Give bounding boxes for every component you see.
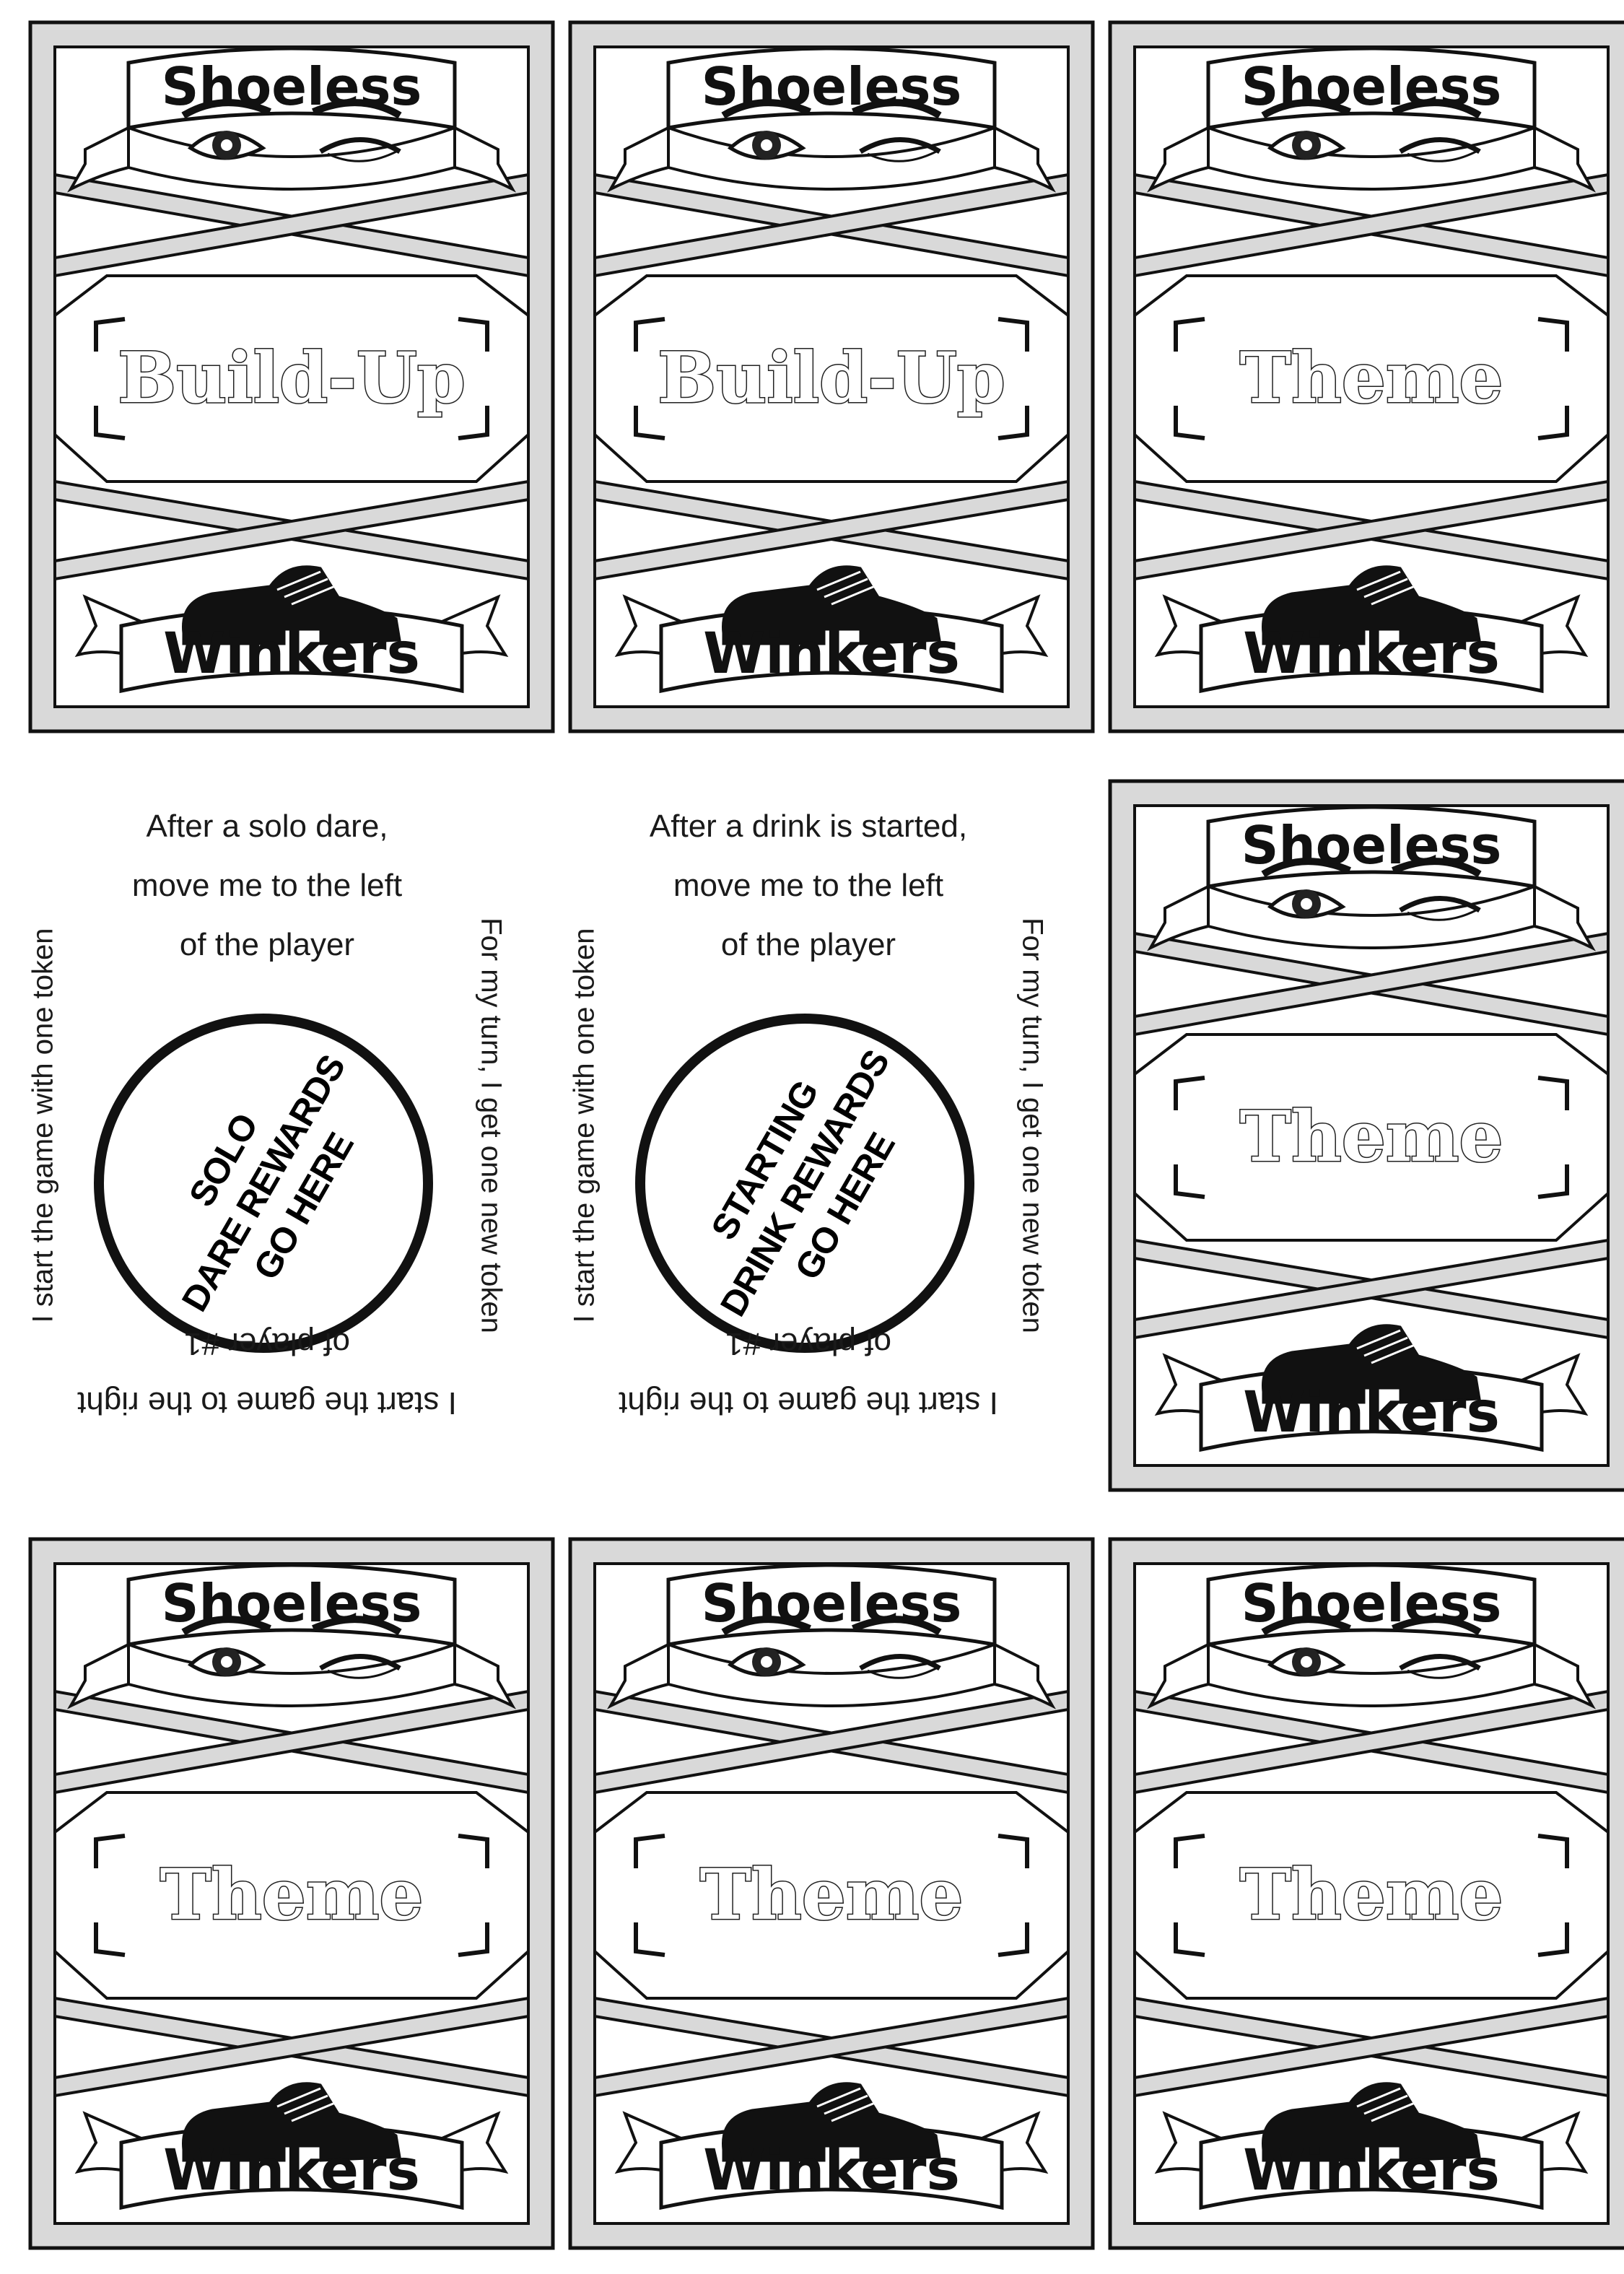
- card-top-title: Shoeless: [162, 1573, 422, 1634]
- winking-eyes-icon: [1261, 99, 1482, 162]
- game-card: Shoeless Theme Winkers: [1107, 1536, 1624, 2251]
- game-card: Shoeless Build-Up Winkers: [27, 19, 556, 734]
- token-top-line: After a drink is started,: [649, 809, 968, 844]
- winking-eyes-icon: [181, 99, 402, 162]
- card-category-label: Build-Up: [118, 337, 466, 419]
- token-top-line: move me to the left: [131, 868, 403, 903]
- game-card: Shoeless Theme Winkers: [27, 1536, 556, 2251]
- shoe-icon: [1262, 2082, 1481, 2162]
- card-artwork: Shoeless Theme Winkers: [1108, 1537, 1624, 2250]
- card-top-title: Shoeless: [1241, 56, 1502, 117]
- winking-eyes-icon: [1261, 1616, 1482, 1679]
- winking-eyes-icon: [1261, 858, 1482, 921]
- shoe-icon: [182, 2082, 401, 2162]
- token-bottom-line: I start the game to the right: [619, 1385, 998, 1421]
- shoe-icon: [182, 565, 401, 645]
- card-top-title: Shoeless: [1241, 815, 1502, 876]
- card-category-label: Theme: [160, 1854, 424, 1935]
- card-category-label: Theme: [700, 1854, 964, 1935]
- token-top-line: After a solo dare,: [146, 809, 388, 844]
- token-top-line: of the player: [720, 927, 896, 962]
- card-artwork: Shoeless Build-Up Winkers: [568, 20, 1095, 733]
- shoe-icon: [722, 2082, 941, 2162]
- card-bottom-title: Winkers: [703, 622, 960, 687]
- token-right-instruction: For my turn, I get one new token: [1016, 918, 1049, 1333]
- card-artwork: Shoeless Theme Winkers: [1108, 20, 1624, 733]
- card-bottom-title: Winkers: [1243, 1380, 1500, 1445]
- token-top-line: of the player: [179, 927, 355, 962]
- token-top-instructions: After a drink is started, move me to the…: [544, 797, 1073, 975]
- card-category-label: Build-Up: [658, 337, 1005, 419]
- game-card: Shoeless Theme Winkers: [1107, 778, 1624, 1493]
- card-bottom-title: Winkers: [1243, 2138, 1500, 2203]
- card-bottom-title: Winkers: [1243, 622, 1500, 687]
- card-artwork: Shoeless Theme Winkers: [28, 1537, 555, 2250]
- token-left-instruction: I start the game with one token: [568, 928, 601, 1323]
- card-top-title: Shoeless: [702, 1573, 962, 1634]
- token-bottom-instructions: I start the game to the right of player …: [544, 1314, 1073, 1432]
- shoe-icon: [1262, 1324, 1481, 1404]
- card-category-label: Theme: [1240, 1854, 1503, 1935]
- game-card: Shoeless Theme Winkers: [1107, 19, 1624, 734]
- game-card: Shoeless Build-Up Winkers: [567, 19, 1096, 734]
- shoe-icon: [1262, 565, 1481, 645]
- card-top-title: Shoeless: [702, 56, 962, 117]
- token-bottom-instructions: I start the game to the right of player …: [3, 1314, 531, 1432]
- card-category-label: Theme: [1240, 1096, 1503, 1177]
- winking-eyes-icon: [181, 1616, 402, 1679]
- card-bottom-title: Winkers: [163, 2138, 420, 2203]
- token-top-line: move me to the left: [673, 868, 944, 903]
- token-left-instruction: I start the game with one token: [27, 928, 59, 1323]
- card-artwork: Shoeless Theme Winkers: [568, 1537, 1095, 2250]
- token-circle-label: SOLO DARE REWARDS GO HERE: [131, 1024, 396, 1343]
- card-artwork: Shoeless Build-Up Winkers: [28, 20, 555, 733]
- shoe-icon: [722, 565, 941, 645]
- token-circle-label: STARTING DRINK REWARDS GO HERE: [670, 1019, 940, 1347]
- card-category-label: Theme: [1240, 337, 1503, 419]
- winking-eyes-icon: [721, 99, 942, 162]
- winking-eyes-icon: [721, 1616, 942, 1679]
- card-top-title: Shoeless: [162, 56, 422, 117]
- card-top-title: Shoeless: [1241, 1573, 1502, 1634]
- starting-drink-token-panel: After a drink is started, move me to the…: [544, 768, 1073, 1483]
- token-bottom-line: I start the game to the right: [77, 1385, 457, 1421]
- game-card: Shoeless Theme Winkers: [567, 1536, 1096, 2251]
- token-bottom-line: of player #1: [725, 1326, 891, 1362]
- token-reward-circle: SOLO DARE REWARDS GO HERE: [94, 1014, 433, 1353]
- card-artwork: Shoeless Theme Winkers: [1108, 779, 1624, 1492]
- card-bottom-title: Winkers: [163, 622, 420, 687]
- solo-dare-token-panel: After a solo dare, move me to the left o…: [3, 768, 531, 1483]
- token-right-instruction: For my turn, I get one new token: [475, 918, 507, 1333]
- token-bottom-line: of player #1: [184, 1326, 350, 1362]
- card-bottom-title: Winkers: [703, 2138, 960, 2203]
- token-reward-circle: STARTING DRINK REWARDS GO HERE: [635, 1014, 974, 1353]
- token-top-instructions: After a solo dare, move me to the left o…: [3, 797, 531, 975]
